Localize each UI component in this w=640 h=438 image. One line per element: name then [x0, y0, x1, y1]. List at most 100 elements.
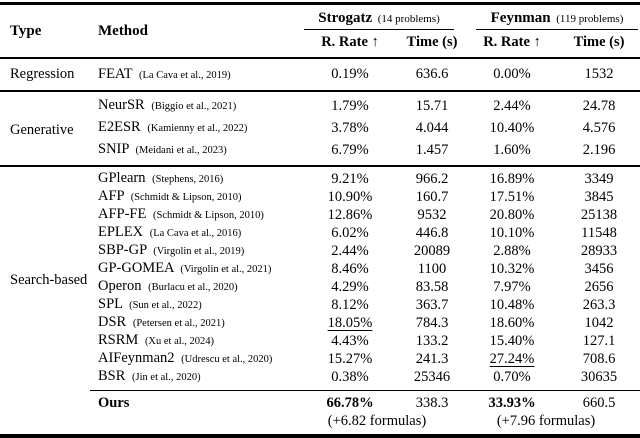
method-citation: (La Cava et al., 2019) [139, 69, 231, 81]
cell-rrate-feynman: 20.80% [489, 206, 535, 223]
cell-rrate-feynman: 17.51% [489, 188, 535, 205]
method-name: E2ESR [98, 119, 141, 135]
method-cell: E2ESR (Kamienny et al., 2022) [90, 117, 302, 139]
cell-rrate-strogatz: 9.21% [302, 165, 398, 188]
cell-rrate-strogatz: 4.29% [331, 278, 369, 295]
method-cell: GP-GOMEA (Virgolin et al., 2021) [90, 260, 302, 278]
cell-time-feynman: 24.78 [558, 90, 640, 117]
table-row: SBP-GP (Virgolin et al., 2019) 2.44% 200… [0, 242, 640, 260]
method-cell: BSR (Jin et al., 2020) [90, 368, 302, 391]
method-cell: SBP-GP (Virgolin et al., 2019) [90, 242, 302, 260]
method-cell: AFP-FE (Schmidt & Lipson, 2010) [90, 206, 302, 224]
col-header-time-strogatz: Time (s) [398, 30, 466, 59]
cell-rrate-strogatz: 3.78% [331, 120, 369, 136]
table-row: RSRM (Xu et al., 2024) 4.43% 133.2 15.40… [0, 332, 640, 350]
formulas-note-strogatz: (+6.82 formulas) [327, 413, 427, 429]
cell-time-strogatz: 133.2 [415, 332, 449, 349]
method-cell: Operon (Burlacu et al., 2020) [90, 278, 302, 296]
method-name: SPL [98, 296, 123, 312]
cell-rrate-feynman: 0.70% [493, 368, 531, 385]
cell-rrate-feynman: 10.10% [489, 224, 535, 241]
cell-rrate-strogatz: 6.79% [331, 142, 369, 158]
method-name: NeurSR [98, 97, 145, 113]
cell-time-feynman: 30635 [580, 368, 618, 385]
cell-time-feynman: 4.576 [582, 120, 616, 136]
method-name: SNIP [98, 141, 129, 157]
table-row: Generative NeurSR (Biggio et al., 2021) … [0, 90, 640, 166]
method-name: GP-GOMEA [98, 260, 174, 276]
cell-time-strogatz: 25346 [413, 368, 451, 385]
method-cell: AFP (Schmidt & Lipson, 2010) [90, 188, 302, 206]
method-name: SBP-GP [98, 242, 147, 258]
group-strogatz-rule: Strogatz (14 problems) [304, 10, 454, 30]
table-header: Type Method Strogatz (14 problems) Feynm… [0, 3, 640, 59]
method-name: RSRM [98, 332, 139, 348]
cell-rrate-feynman: 1.60% [493, 142, 531, 158]
table-row: Regression FEAT (La Cava et al., 2019) 0… [0, 58, 640, 91]
cell-time-feynman: 127.1 [582, 332, 616, 349]
method-citation: (Schmidt & Lipson, 2010) [130, 192, 242, 203]
cell-time-feynman: 3349 [558, 165, 640, 188]
cell-rrate-feynman: 10.40% [489, 120, 535, 136]
cell-rrate-strogatz: 6.02% [331, 224, 369, 241]
method-name: DSR [98, 314, 127, 330]
method-name: Ours [98, 395, 130, 411]
method-cell: AIFeynman2 (Udrescu et al., 2020) [90, 350, 302, 368]
type-label-search-based: Search-based [0, 165, 90, 391]
cell-time-strogatz: 241.3 [415, 350, 449, 367]
cell-time-feynman: 3456 [584, 260, 614, 277]
header-sub-row: R. Rate ↑ Time (s) R. Rate ↑ Time (s) [0, 30, 640, 59]
cell-method-empty [90, 412, 302, 436]
cell-rrate-feynman: 2.88% [493, 242, 531, 259]
type-label-regression: Regression [10, 66, 75, 82]
method-citation: (Schmidt & Lipson, 2010) [152, 210, 264, 221]
underlined-value: 18.05% [327, 314, 373, 331]
table-row: BSR (Jin et al., 2020) 0.38% 25346 0.70%… [0, 368, 640, 391]
cell-time-feynman: 28933 [580, 242, 618, 259]
cell-rrate-strogatz: 4.43% [331, 332, 369, 349]
table-body: Regression FEAT (La Cava et al., 2019) 0… [0, 58, 640, 436]
col-header-rrate-strogatz: R. Rate ↑ [302, 30, 398, 59]
cell-rrate-feynman: 0.00% [493, 65, 531, 82]
method-cell: RSRM (Xu et al., 2024) [90, 332, 302, 350]
cell-rrate-feynman: 15.40% [489, 332, 535, 349]
cell-time-feynman: 11548 [581, 224, 617, 241]
method-name: AIFeynman2 [98, 350, 175, 366]
group-strogatz-name: Strogatz [318, 10, 373, 26]
cell-rrate-strogatz: 15.27% [327, 350, 373, 367]
cell-time-strogatz: 784.3 [415, 314, 449, 331]
method-cell: NeurSR (Biggio et al., 2021) [90, 90, 302, 117]
cell-time-feynman: 1532 [584, 65, 614, 82]
cell-rrate-feynman: 10.48% [489, 296, 535, 313]
cell-time-feynman: 1042 [584, 314, 614, 331]
table-row: DSR (Petersen et al., 2021) 18.05% 784.3… [0, 314, 640, 332]
method-cell: SNIP (Meidani et al., 2023) [90, 139, 302, 166]
table-row: SNIP (Meidani et al., 2023) 6.79% 1.457 … [0, 139, 640, 166]
method-citation: (Jin et al., 2020) [132, 372, 201, 383]
group-feynman-rule: Feynman (119 problems) [476, 10, 639, 30]
cell-time-strogatz: 1100 [417, 260, 447, 277]
cell-rrate-feynman: 18.60% [489, 314, 535, 331]
col-header-method: Method [90, 3, 302, 59]
method-citation: (Xu et al., 2024) [144, 336, 215, 347]
table-row: Operon (Burlacu et al., 2020) 4.29% 83.5… [0, 278, 640, 296]
method-citation: (Kamienny et al., 2022) [147, 123, 248, 134]
method-citation: (Sun et al., 2022) [129, 300, 202, 311]
ours-formulas-row: (+6.82 formulas) (+7.96 formulas) [0, 412, 640, 436]
cell-rrate-strogatz: 1.79% [302, 90, 398, 117]
cell-time-strogatz: 363.7 [415, 296, 449, 313]
header-group-row: Type Method Strogatz (14 problems) Feynm… [0, 3, 640, 59]
method-citation: (Virgolin et al., 2021) [180, 264, 272, 275]
method-name: Operon [98, 278, 142, 294]
cell-time-strogatz: 9532 [417, 206, 447, 223]
cell-time-strogatz: 446.8 [415, 224, 449, 241]
method-name: GPlearn [98, 170, 146, 186]
col-header-rrate-feynman: R. Rate ↑ [466, 30, 558, 59]
cell-rrate-strogatz: 10.90% [327, 188, 373, 205]
table-row: Search-based GPlearn (Stephens, 2016) 9.… [0, 165, 640, 391]
cell-time-strogatz: 966.2 [398, 165, 466, 188]
cell-time-feynman: 2656 [584, 278, 614, 295]
method-name: AFP-FE [98, 206, 147, 222]
group-feynman-count: (119 problems) [556, 13, 624, 25]
